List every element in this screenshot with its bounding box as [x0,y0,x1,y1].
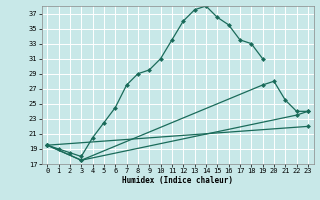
X-axis label: Humidex (Indice chaleur): Humidex (Indice chaleur) [122,176,233,185]
